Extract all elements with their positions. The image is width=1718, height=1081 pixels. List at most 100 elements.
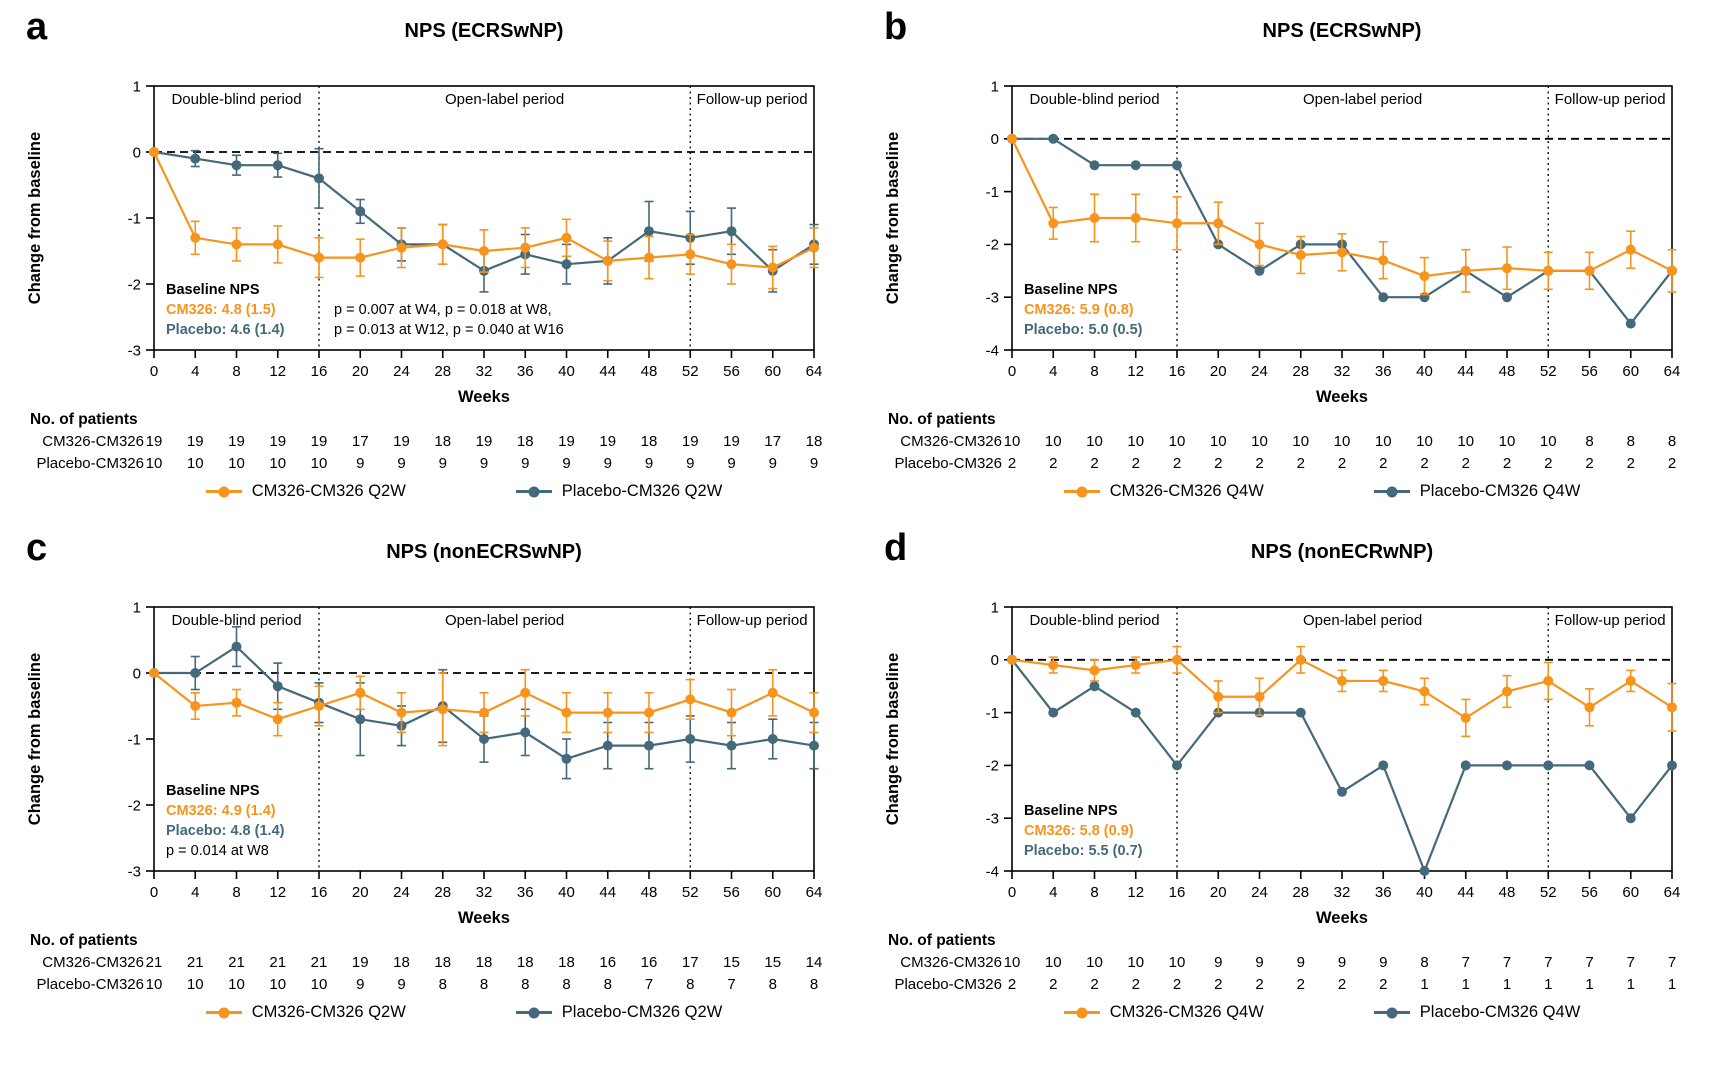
svg-text:10: 10 <box>228 976 245 993</box>
svg-text:Double-blind period: Double-blind period <box>1029 91 1159 108</box>
panel-b-header: b NPS (ECRSwNP) <box>872 6 1702 60</box>
baseline-cm326: CM326: 4.8 (1.5) <box>166 302 276 318</box>
legend-item-cm326: CM326-CM326 Q2W <box>205 482 406 501</box>
legend-item-placebo: Placebo-CM326 Q2W <box>515 482 722 501</box>
svg-text:4: 4 <box>191 363 199 380</box>
legend-item-cm326: CM326-CM326 Q4W <box>1063 1003 1264 1022</box>
svg-text:9: 9 <box>439 455 447 472</box>
svg-text:9: 9 <box>1255 954 1263 971</box>
panel-title: NPS (ECRSwNP) <box>1262 20 1422 42</box>
svg-text:2: 2 <box>1627 455 1635 472</box>
svg-text:56: 56 <box>1581 884 1598 901</box>
svg-text:2: 2 <box>1049 976 1057 993</box>
baseline-annotation: Baseline NPS CM326: 5.9 (0.8) Placebo: 5… <box>1024 280 1142 340</box>
svg-text:8: 8 <box>686 976 694 993</box>
svg-text:10: 10 <box>146 976 163 993</box>
svg-text:2: 2 <box>1049 455 1057 472</box>
svg-text:60: 60 <box>764 363 781 380</box>
svg-text:1: 1 <box>1544 976 1552 993</box>
svg-text:19: 19 <box>228 433 245 450</box>
svg-text:Placebo-CM326: Placebo-CM326 <box>36 976 144 993</box>
svg-text:1: 1 <box>1627 976 1635 993</box>
svg-text:Placebo-CM326: Placebo-CM326 <box>894 455 1002 472</box>
svg-text:10: 10 <box>1169 954 1186 971</box>
svg-text:15: 15 <box>723 954 740 971</box>
svg-text:8: 8 <box>1090 363 1098 380</box>
svg-text:7: 7 <box>1668 954 1676 971</box>
svg-text:-2: -2 <box>986 758 999 775</box>
svg-text:Follow-up period: Follow-up period <box>1555 91 1666 108</box>
svg-text:19: 19 <box>393 433 410 450</box>
baseline-header: Baseline NPS <box>1024 803 1118 819</box>
chart-area-c: 1 0 -1 -2 -3 0 4 8 12 16 20 24 28 32 36 40 44 48 52 56 60 64 W… <box>14 581 844 999</box>
svg-text:21: 21 <box>146 954 163 971</box>
svg-text:2: 2 <box>1132 455 1140 472</box>
svg-text:32: 32 <box>476 363 493 380</box>
svg-text:2: 2 <box>1255 976 1263 993</box>
svg-text:2: 2 <box>1008 455 1016 472</box>
svg-text:17: 17 <box>352 433 369 450</box>
svg-text:2: 2 <box>1668 455 1676 472</box>
svg-text:2: 2 <box>1585 455 1593 472</box>
pvalue-annotation: p = 0.007 at W4, p = 0.018 at W8, p = 0.… <box>334 300 564 340</box>
svg-text:9: 9 <box>356 455 364 472</box>
figure-grid: a NPS (ECRSwNP) 1 0 -1 -2 -3 0 4 8 12 16 20 24 28 32 3… <box>0 0 1718 1022</box>
svg-text:16: 16 <box>311 884 328 901</box>
svg-text:10: 10 <box>1457 433 1474 450</box>
svg-text:2: 2 <box>1255 455 1263 472</box>
panel-letter: b <box>884 6 908 48</box>
svg-text:-4: -4 <box>986 342 999 359</box>
svg-text:Change from baseline: Change from baseline <box>884 653 902 825</box>
svg-text:9: 9 <box>810 455 818 472</box>
baseline-placebo: Placebo: 4.8 (1.4) <box>166 823 285 839</box>
legend-label: Placebo-CM326 Q4W <box>1419 482 1581 500</box>
svg-text:-1: -1 <box>986 705 999 722</box>
legend-item-placebo: Placebo-CM326 Q4W <box>1373 1003 1580 1022</box>
svg-text:14: 14 <box>806 954 823 971</box>
svg-text:2: 2 <box>1297 976 1305 993</box>
svg-text:0: 0 <box>991 131 999 148</box>
svg-text:18: 18 <box>476 954 493 971</box>
svg-text:48: 48 <box>1499 884 1516 901</box>
svg-text:Follow-up period: Follow-up period <box>697 91 808 108</box>
svg-text:36: 36 <box>517 884 534 901</box>
svg-text:-3: -3 <box>128 342 141 359</box>
svg-text:12: 12 <box>269 884 286 901</box>
svg-text:16: 16 <box>599 954 616 971</box>
chart-area-d: 1 0 -1 -2 -3 -4 0 4 8 12 16 20 24 28 32 36 40 44 48 52 56 60 6… <box>872 581 1702 999</box>
panel-d: d NPS (nonECRwNP) 1 0 -1 -2 -3 -4 0 4 8 12 16 20 24 2… <box>862 527 1712 1022</box>
svg-text:Double-blind period: Double-blind period <box>171 91 301 108</box>
svg-text:8: 8 <box>232 884 240 901</box>
svg-text:8: 8 <box>1090 884 1098 901</box>
svg-text:10: 10 <box>1045 433 1062 450</box>
pvalue-line: p = 0.007 at W4, p = 0.018 at W8, <box>334 302 552 318</box>
svg-text:28: 28 <box>1292 884 1309 901</box>
svg-text:28: 28 <box>434 363 451 380</box>
panel-a-header: a NPS (ECRSwNP) <box>14 6 844 60</box>
svg-text:48: 48 <box>1499 363 1516 380</box>
svg-text:48: 48 <box>641 884 658 901</box>
svg-text:1: 1 <box>1585 976 1593 993</box>
svg-text:-3: -3 <box>986 810 999 827</box>
svg-text:18: 18 <box>558 954 575 971</box>
svg-text:19: 19 <box>352 954 369 971</box>
svg-text:10: 10 <box>1210 433 1227 450</box>
svg-text:9: 9 <box>1214 954 1222 971</box>
chart-area-a: 1 0 -1 -2 -3 0 4 8 12 16 20 24 28 32 36 40 44 48 52 56 60 64 W… <box>14 60 844 478</box>
svg-text:10: 10 <box>187 455 204 472</box>
cm326-line-marker-icon <box>1063 490 1100 493</box>
svg-text:8: 8 <box>439 976 447 993</box>
svg-text:10: 10 <box>1127 954 1144 971</box>
svg-text:9: 9 <box>397 976 405 993</box>
svg-text:32: 32 <box>476 884 493 901</box>
svg-text:16: 16 <box>641 954 658 971</box>
svg-text:40: 40 <box>558 363 575 380</box>
svg-text:9: 9 <box>562 455 570 472</box>
svg-text:Open-label period: Open-label period <box>445 91 564 108</box>
svg-text:17: 17 <box>764 433 781 450</box>
svg-text:24: 24 <box>393 884 410 901</box>
svg-text:Weeks: Weeks <box>1316 388 1368 406</box>
baseline-placebo: Placebo: 5.5 (0.7) <box>1024 843 1143 859</box>
svg-text:60: 60 <box>764 884 781 901</box>
chart-area-b: 1 0 -1 -2 -3 -4 0 4 8 12 16 20 24 28 32 36 40 44 48 52 56 60 6… <box>872 60 1702 478</box>
